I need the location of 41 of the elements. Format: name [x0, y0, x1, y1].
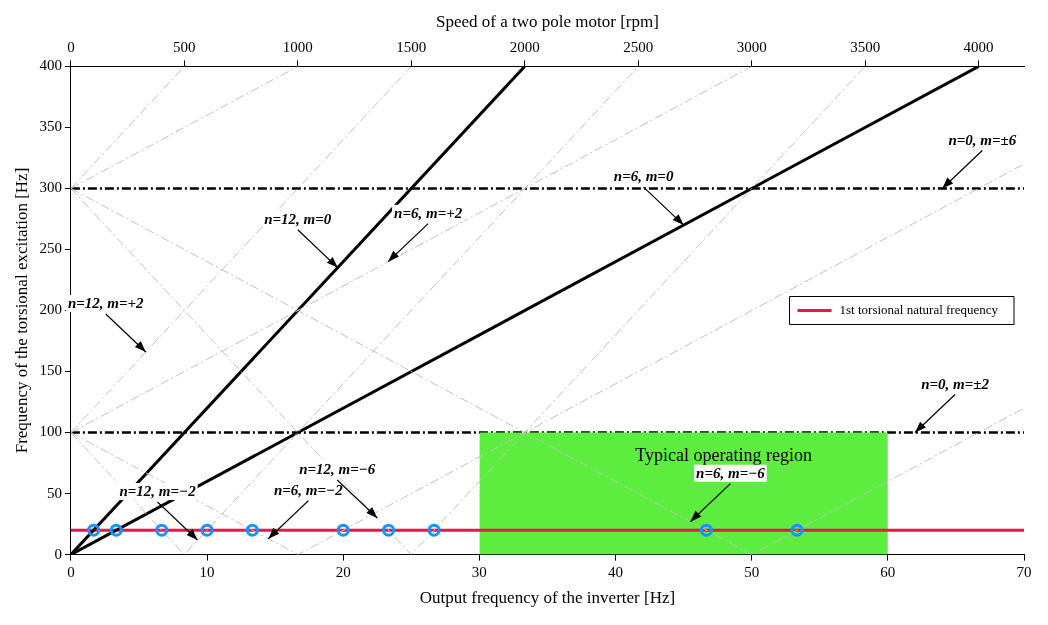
- annotation: n=12, m=−2: [119, 483, 197, 500]
- x2-tick-label: 3000: [736, 39, 767, 56]
- y-tick-label: 300: [39, 179, 62, 196]
- annotation: n=12, m=−6: [299, 461, 376, 478]
- x2-tick-label: 3500: [850, 39, 881, 56]
- y-tick-label: 200: [39, 301, 62, 318]
- x2-axis-title: Speed of a two pole motor [rpm]: [436, 11, 659, 31]
- x-tick-label: 50: [744, 563, 760, 580]
- x2-tick-label: 2000: [509, 39, 540, 56]
- y-tick-label: 400: [39, 57, 62, 74]
- y-tick-label: 350: [39, 118, 62, 135]
- x-tick-label: 40: [608, 563, 624, 580]
- annotation: n=6, m=+2: [394, 205, 463, 222]
- annotation: n=0, m=±2: [921, 375, 990, 392]
- y-axis-title: Frequency of the torsional excitation [Hz]: [11, 167, 31, 454]
- y-tick-label: 250: [39, 240, 62, 257]
- annotation: n=0, m=±6: [948, 131, 1017, 148]
- series-label: Typical operating region: [635, 445, 812, 466]
- legend-label: 1st torsional natural frequency: [839, 301, 999, 317]
- y-tick-label: 50: [46, 484, 62, 501]
- y-tick-label: 100: [39, 423, 62, 440]
- x-tick-label: 60: [880, 563, 896, 580]
- x2-tick-label: 2500: [623, 39, 654, 56]
- annotation: n=6, m=0: [613, 168, 674, 185]
- x2-tick-label: 0: [67, 39, 75, 56]
- y-tick-label: 0: [54, 545, 62, 562]
- x2-tick-label: 500: [173, 39, 196, 56]
- y-tick-label: 150: [39, 362, 62, 379]
- x-axis-title: Output frequency of the inverter [Hz]: [419, 588, 676, 608]
- x-tick-label: 30: [471, 563, 487, 580]
- annotation: n=12, m=+2: [67, 295, 145, 312]
- x-tick-label: 0: [67, 563, 75, 580]
- x-tick-label: 20: [335, 563, 351, 580]
- x2-tick-label: 1000: [282, 39, 313, 56]
- annotation: n=6, m=−2: [273, 482, 344, 499]
- x2-tick-label: 4000: [963, 39, 994, 56]
- annotation: n=6, m=−6: [696, 465, 766, 482]
- annotation: n=12, m=0: [264, 211, 332, 228]
- x-tick-label: 10: [199, 563, 215, 580]
- x-tick-label: 70: [1016, 563, 1032, 580]
- x2-tick-label: 1500: [396, 39, 427, 56]
